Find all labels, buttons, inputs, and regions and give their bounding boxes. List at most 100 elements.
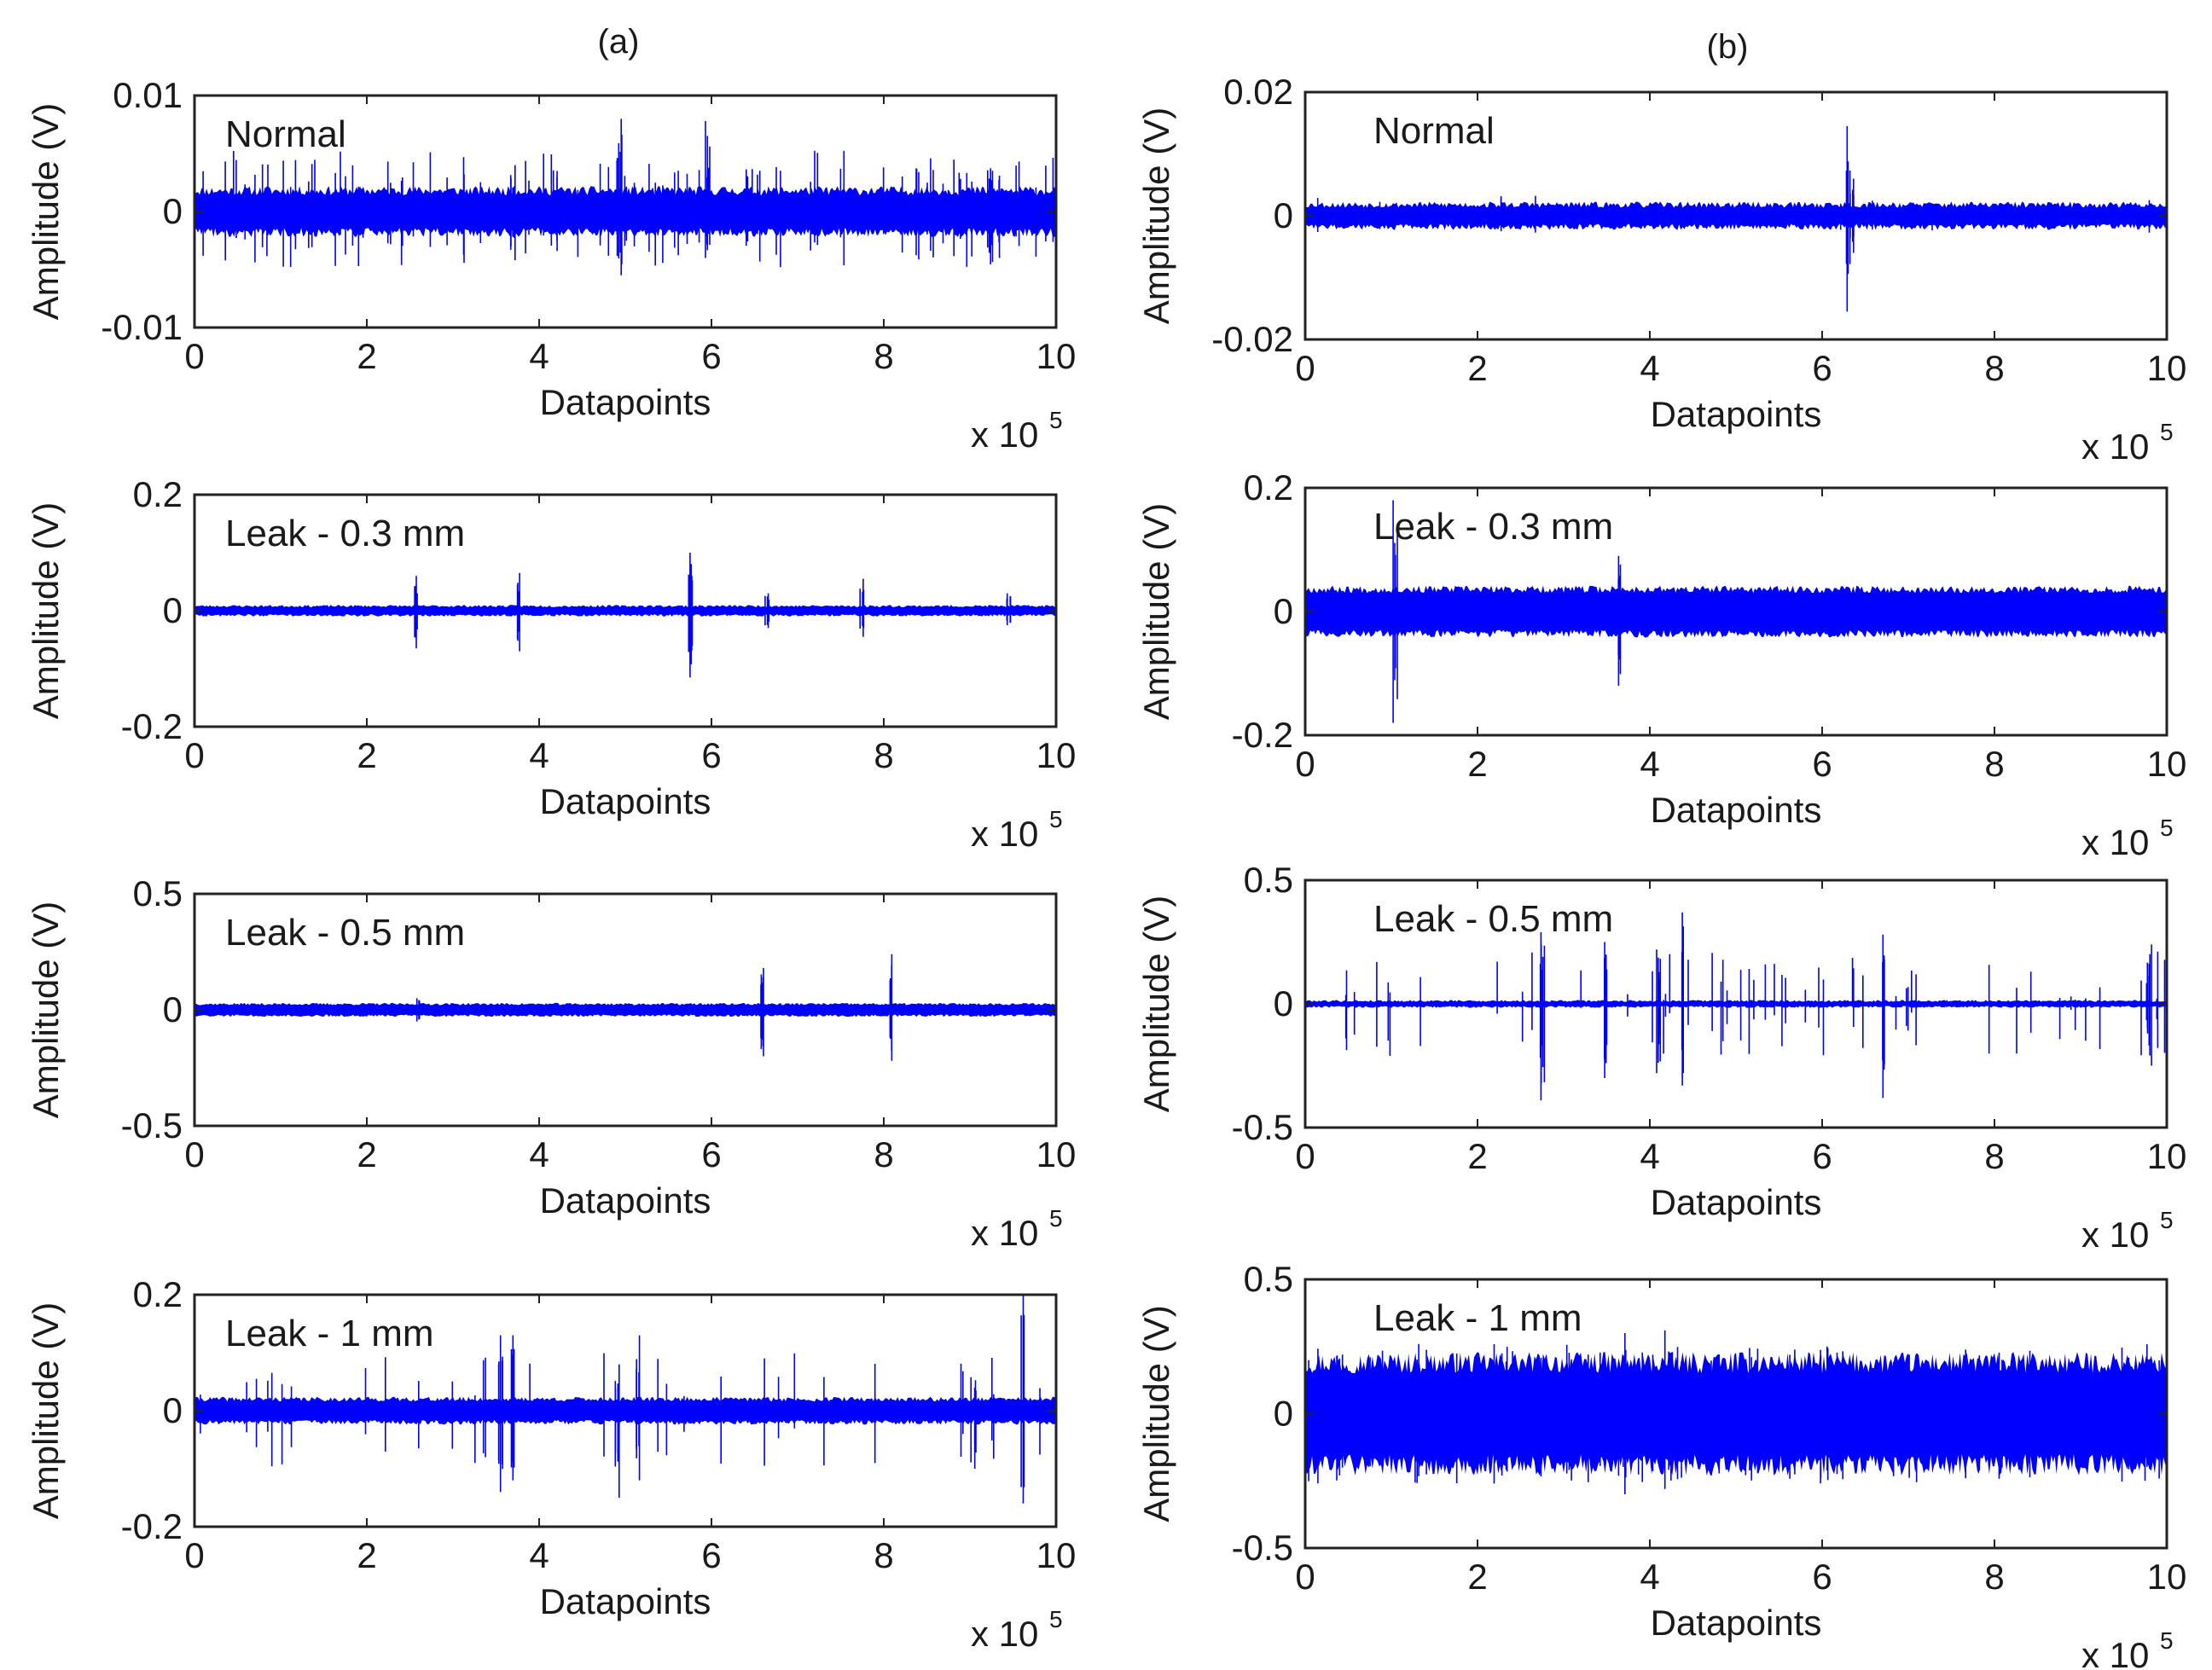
- column-label-a: (a): [598, 23, 640, 61]
- x-tick-label-a3: 2: [357, 1134, 376, 1174]
- signal-band-b1: [1305, 201, 2167, 230]
- x-tick-label-b4: 8: [1984, 1557, 2004, 1597]
- y-tick-label-a2: 0.2: [133, 474, 183, 514]
- x-tick-label-a2: 4: [529, 735, 549, 775]
- y-axis-label-a1: Amplitude (V): [26, 103, 66, 320]
- x-tick-label-b3: 2: [1467, 1136, 1487, 1176]
- x-multiplier-base-b2: x 10: [2081, 822, 2149, 862]
- x-tick-label-a1: 6: [701, 336, 721, 376]
- x-tick-label-b3: 4: [1640, 1136, 1659, 1176]
- y-tick-label-a4: 0.2: [133, 1274, 183, 1314]
- y-tick-label-b4: 0.5: [1244, 1259, 1293, 1299]
- x-axis-label-a3: Datapoints: [540, 1180, 711, 1221]
- x-axis-label-b1: Datapoints: [1651, 394, 1822, 434]
- x-axis-label-b3: Datapoints: [1651, 1182, 1822, 1222]
- x-multiplier-base-b1: x 10: [2081, 426, 2149, 467]
- signal-a3: [194, 954, 1056, 1061]
- x-axis-label-b4: Datapoints: [1651, 1603, 1822, 1643]
- y-axis-label-a2: Amplitude (V): [26, 502, 66, 719]
- y-axis-label-b4: Amplitude (V): [1136, 1305, 1176, 1522]
- x-multiplier-exp-a3: 5: [1049, 1205, 1063, 1232]
- annotation-a2: Leak - 0.3 mm: [225, 513, 465, 554]
- x-tick-label-b4: 10: [2147, 1557, 2187, 1597]
- x-tick-label-a3: 0: [184, 1134, 204, 1174]
- x-multiplier-exp-a4: 5: [1049, 1606, 1063, 1632]
- y-tick-label-b2: 0: [1274, 591, 1293, 631]
- x-tick-label-b3: 6: [1812, 1136, 1832, 1176]
- x-tick-label-a1: 8: [874, 336, 893, 376]
- x-tick-label-a4: 2: [357, 1535, 376, 1575]
- x-tick-label-a4: 0: [184, 1535, 204, 1575]
- signal-band-b4: [1305, 1352, 2167, 1476]
- signal-a1: [194, 119, 1056, 275]
- signal-band-a2: [194, 605, 1056, 617]
- y-tick-label-a3: -0.5: [121, 1105, 183, 1145]
- y-tick-label-b1: -0.02: [1211, 319, 1293, 359]
- y-axis-label-b3: Amplitude (V): [1136, 896, 1176, 1112]
- signal-b1: [1305, 125, 2167, 312]
- y-tick-label-b4: 0: [1274, 1394, 1293, 1434]
- signal-band-a4: [194, 1396, 1056, 1425]
- y-tick-label-a4: 0: [163, 1390, 183, 1430]
- x-tick-label-b3: 10: [2147, 1136, 2187, 1176]
- x-multiplier-base-a1: x 10: [971, 415, 1038, 455]
- y-tick-label-b4: -0.5: [1232, 1528, 1293, 1568]
- x-tick-label-b2: 6: [1812, 744, 1832, 784]
- x-tick-label-a4: 10: [1036, 1535, 1077, 1575]
- x-tick-label-a2: 0: [184, 735, 204, 775]
- x-tick-label-a1: 2: [357, 336, 376, 376]
- x-tick-label-b1: 4: [1640, 348, 1659, 388]
- x-tick-label-a4: 8: [874, 1535, 893, 1575]
- annotation-a1: Normal: [225, 113, 346, 155]
- signal-spikes-b1: [1316, 125, 2151, 312]
- x-tick-label-b4: 0: [1295, 1557, 1315, 1597]
- x-tick-label-a1: 4: [529, 336, 549, 376]
- y-tick-label-b1: 0.02: [1223, 72, 1293, 112]
- annotation-b1: Normal: [1373, 110, 1495, 152]
- x-multiplier-exp-a2: 5: [1049, 806, 1063, 832]
- x-tick-label-b3: 0: [1295, 1136, 1315, 1176]
- annotation-b4: Leak - 1 mm: [1373, 1297, 1582, 1339]
- x-tick-label-a1: 0: [184, 336, 204, 376]
- x-multiplier-base-a3: x 10: [971, 1213, 1038, 1253]
- y-tick-label-a2: -0.2: [121, 706, 183, 746]
- x-tick-label-a4: 4: [529, 1535, 549, 1575]
- annotation-a3: Leak - 0.5 mm: [225, 912, 465, 954]
- y-tick-label-b2: 0.2: [1244, 467, 1293, 507]
- x-axis-label-a1: Datapoints: [540, 382, 711, 422]
- x-tick-label-a2: 8: [874, 735, 893, 775]
- y-tick-label-b1: 0: [1274, 195, 1293, 235]
- signal-b3: [1305, 912, 2167, 1101]
- x-tick-label-b1: 10: [2147, 348, 2187, 388]
- x-tick-label-b1: 0: [1295, 348, 1315, 388]
- x-tick-label-b1: 6: [1812, 348, 1832, 388]
- x-multiplier-base-a2: x 10: [971, 814, 1038, 854]
- column-label-b: (b): [1707, 28, 1749, 66]
- x-multiplier-exp-a1: 5: [1049, 407, 1063, 433]
- x-tick-label-b1: 8: [1984, 348, 2004, 388]
- signal-spikes-b3: [1344, 912, 2166, 1101]
- x-tick-label-a2: 6: [701, 735, 721, 775]
- signal-band-b3: [1305, 1000, 2167, 1008]
- x-tick-label-b4: 2: [1467, 1557, 1487, 1597]
- y-tick-label-a1: 0: [163, 191, 183, 231]
- signal-spikes-a3: [415, 954, 893, 1061]
- signal-b4: [1305, 1330, 2167, 1494]
- x-axis-label-a2: Datapoints: [540, 781, 711, 821]
- x-multiplier-base-b3: x 10: [2081, 1215, 2149, 1255]
- x-tick-label-a2: 2: [357, 735, 376, 775]
- signal-spikes-a2: [414, 553, 1012, 678]
- y-tick-label-a1: -0.01: [101, 307, 183, 347]
- y-axis-label-b2: Amplitude (V): [1136, 503, 1176, 720]
- x-tick-label-a4: 6: [701, 1535, 721, 1575]
- y-tick-label-b2: -0.2: [1232, 715, 1293, 755]
- x-multiplier-exp-b2: 5: [2160, 815, 2174, 841]
- x-tick-label-b2: 8: [1984, 744, 2004, 784]
